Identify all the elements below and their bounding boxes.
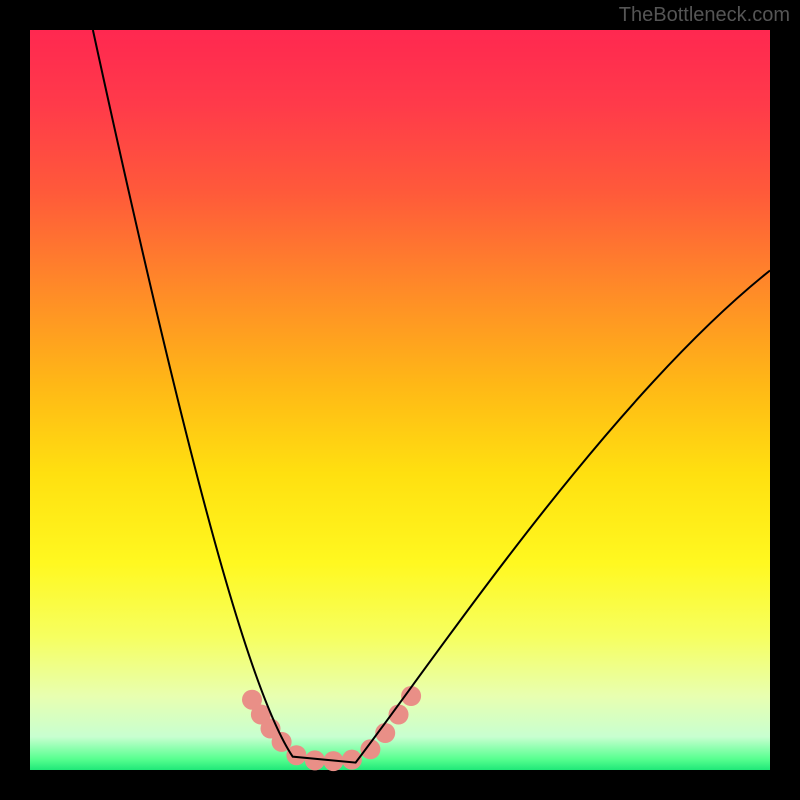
watermark-text: TheBottleneck.com <box>619 4 790 27</box>
curve-marker <box>286 745 306 765</box>
plot-background <box>30 30 770 770</box>
chart-container: TheBottleneck.com <box>0 0 800 800</box>
bottleneck-chart-svg <box>0 0 800 800</box>
